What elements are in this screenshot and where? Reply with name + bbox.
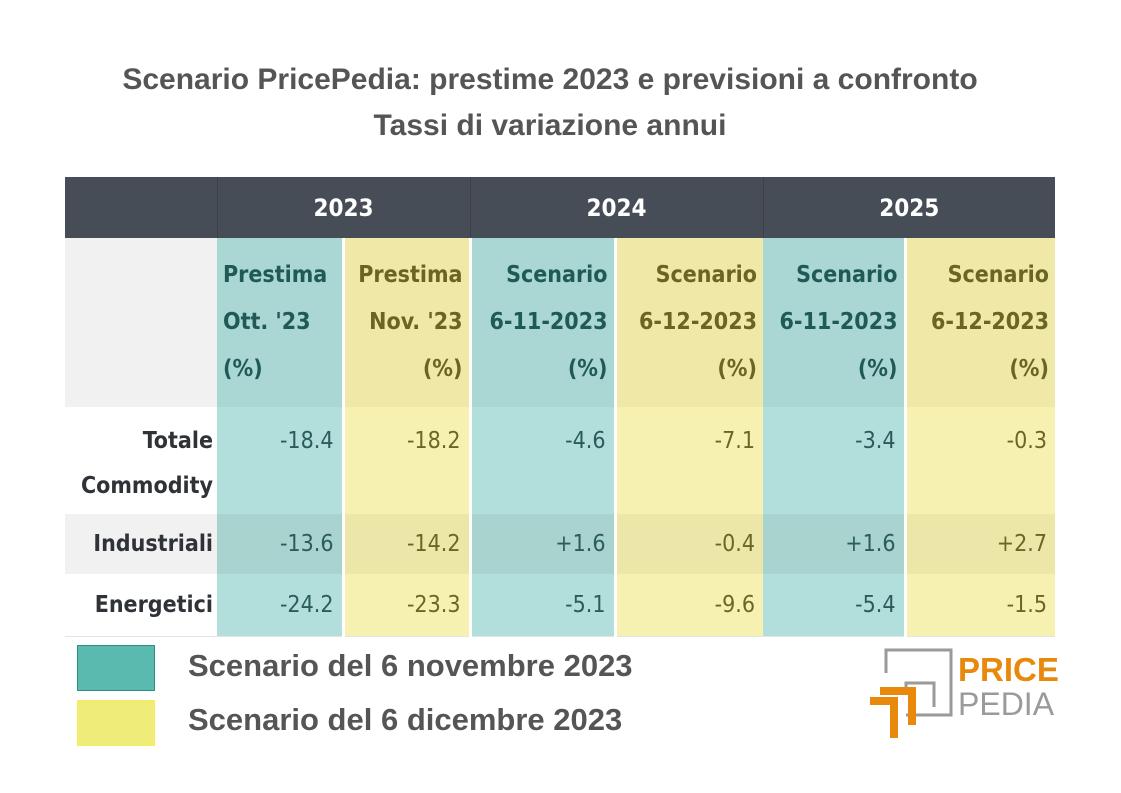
value-cell: -18.2 — [341, 407, 470, 514]
column-header: Scenario 6-11-2023 (%) — [468, 238, 615, 407]
year-header-row: 2023 2024 2025 — [65, 177, 1055, 238]
column-header-line2: 6-11-2023 — [489, 309, 608, 335]
column-header-line1: Scenario — [947, 262, 1049, 288]
column-header-line1: Scenario — [506, 262, 608, 288]
legend-label-december: Scenario del 6 dicembre 2023 — [188, 702, 623, 737]
column-header-unit: (%) — [223, 356, 263, 382]
column-header-unit: (%) — [567, 356, 608, 382]
column-header-row: Prestima Ott. '23 (%) Prestima Nov. '23 (%) … — [65, 238, 1055, 407]
column-header-unit: (%) — [1009, 356, 1049, 382]
year-header-blank — [65, 177, 217, 238]
column-header: Scenario 6-12-2023 (%) — [613, 238, 763, 407]
value-cell: -13.6 — [217, 514, 343, 574]
column-header-line2: 6-12-2023 — [931, 309, 1049, 335]
chart-subtitle: Tassi di variazione annui — [373, 109, 727, 142]
table-row-energetici: Energetici -24.2 -23.3 -5.1 -9.6 -5.4 -1… — [65, 574, 1055, 637]
column-header-line2: Nov. '23 — [369, 309, 463, 335]
value-cell: -5.1 — [468, 574, 615, 637]
year-header-2024: 2024 — [469, 177, 763, 238]
chart-title: Scenario PricePedia: prestime 2023 e pre… — [122, 63, 978, 96]
column-header-unit: (%) — [857, 356, 898, 382]
value-cell: -1.5 — [903, 574, 1055, 637]
column-header-line1: Prestima — [223, 262, 328, 288]
legend-swatch-november — [77, 645, 155, 691]
logo-text-pedia: PEDIA — [958, 686, 1055, 722]
column-header: Prestima Nov. '23 (%) — [341, 238, 470, 407]
value-cell: -0.3 — [903, 407, 1055, 514]
column-header-line2: 6-12-2023 — [639, 309, 757, 335]
value-cell: -18.4 — [217, 407, 343, 514]
pricepedia-logo: PRICE PEDIA — [870, 648, 1059, 738]
column-header-line2: 6-11-2023 — [779, 309, 898, 335]
value-cell: +2.7 — [903, 514, 1055, 574]
column-header: Scenario 6-12-2023 (%) — [903, 238, 1055, 407]
column-header: Prestima Ott. '23 (%) — [217, 238, 343, 407]
column-header: Scenario 6-11-2023 (%) — [763, 238, 905, 407]
value-cell: -7.1 — [613, 407, 763, 514]
value-cell: -23.3 — [341, 574, 470, 637]
value-cell: -0.4 — [613, 514, 763, 574]
legend-label-november: Scenario del 6 novembre 2023 — [188, 648, 633, 683]
table-row-totale-commodity: Totale Commodity -18.4 -18.2 -4.6 -7.1 -3… — [65, 407, 1055, 514]
year-header-2025: 2025 — [762, 177, 1055, 238]
year-header-2023: 2023 — [216, 177, 470, 238]
value-cell: +1.6 — [763, 514, 905, 574]
forecast-table: 2023 2024 2025 Prestima Ott. '23 (%) Prest… — [65, 177, 1055, 637]
column-header-line2: Ott. '23 — [223, 309, 311, 335]
value-cell: -14.2 — [341, 514, 470, 574]
column-header-line1: Scenario — [655, 262, 757, 288]
column-header-line1: Prestima — [358, 262, 463, 288]
row-label: Totale Commodity — [65, 407, 217, 514]
legend-swatch-december — [77, 700, 155, 746]
value-cell: -9.6 — [613, 574, 763, 637]
value-cell: -24.2 — [217, 574, 343, 637]
row-label-line2: Commodity — [80, 473, 213, 499]
value-cell: -3.4 — [763, 407, 905, 514]
row-label-line1: Totale — [142, 428, 213, 454]
row-label: Energetici — [65, 574, 217, 637]
column-header-line1: Scenario — [796, 262, 898, 288]
column-header-unit: (%) — [717, 356, 757, 382]
table-row-industriali: Industriali -13.6 -14.2 +1.6 -0.4 +1.6 +… — [65, 514, 1055, 574]
value-cell: -4.6 — [468, 407, 615, 514]
logo-text-price: PRICE — [958, 651, 1059, 688]
value-cell: +1.6 — [468, 514, 615, 574]
value-cell: -5.4 — [763, 574, 905, 637]
row-label: Industriali — [65, 514, 217, 574]
column-header-blank — [65, 238, 217, 407]
logo-mark-icon — [870, 648, 953, 738]
column-header-unit: (%) — [422, 356, 463, 382]
